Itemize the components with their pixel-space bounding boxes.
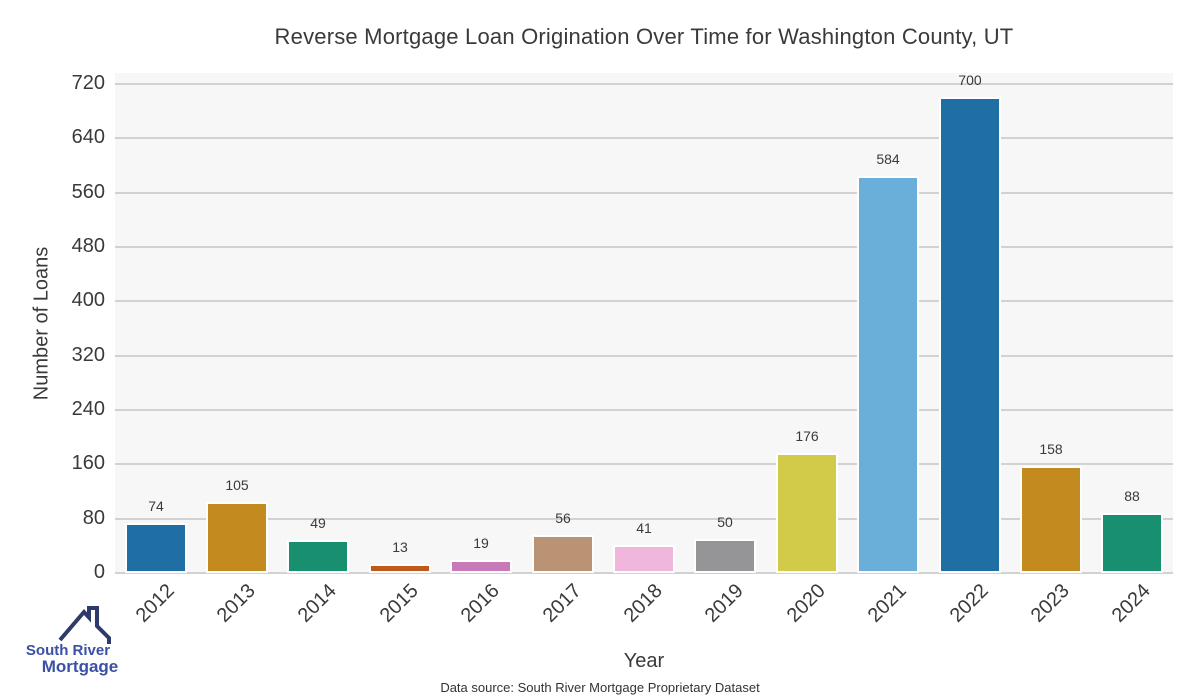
- bar-2013: [206, 502, 268, 573]
- y-tick-640: 640: [71, 126, 105, 149]
- y-tick-560: 560: [71, 180, 105, 203]
- bar-value-2014: 49: [310, 515, 326, 531]
- y-tick-240: 240: [71, 397, 105, 420]
- logo-text-line2: Mortgage: [41, 657, 119, 676]
- bar-value-2016: 19: [473, 535, 489, 551]
- gridline-240: [115, 408, 1173, 411]
- bar-value-2020: 176: [795, 428, 819, 444]
- data-source-note: Data source: South River Mortgage Propri…: [440, 680, 760, 695]
- bar-value-2012: 74: [148, 498, 164, 514]
- gridline-0: [115, 572, 1173, 574]
- gridline-560: [115, 191, 1173, 194]
- bar-value-2023: 158: [1039, 441, 1063, 457]
- y-tick-400: 400: [71, 289, 105, 312]
- bar-2015: [369, 564, 431, 573]
- y-tick-720: 720: [71, 71, 105, 94]
- bar-2020: [776, 453, 838, 573]
- bar-value-2019: 50: [717, 514, 733, 530]
- gridline-720: [115, 82, 1173, 85]
- bar-value-2024: 88: [1124, 488, 1140, 504]
- bar-2021: [857, 176, 919, 573]
- gridline-480: [115, 245, 1173, 248]
- bar-value-2017: 56: [555, 510, 571, 526]
- bar-2017: [532, 535, 594, 573]
- y-tick-320: 320: [71, 343, 105, 366]
- bar-2019: [694, 539, 756, 573]
- gridline-640: [115, 137, 1173, 140]
- y-axis-title: Number of Loans: [30, 246, 53, 401]
- bar-2018: [613, 545, 675, 573]
- company-logo: South River Mortgage: [18, 602, 128, 682]
- y-tick-0: 0: [93, 561, 105, 583]
- bar-2023: [1020, 466, 1082, 573]
- bar-value-2022: 700: [958, 72, 982, 88]
- bar-2024: [1101, 513, 1163, 573]
- bar-value-2015: 13: [392, 539, 408, 555]
- bar-2016: [450, 560, 512, 573]
- gridline-400: [115, 300, 1173, 303]
- gridline-160: [115, 463, 1173, 466]
- plot-area: [115, 73, 1173, 573]
- gridline-80: [115, 517, 1173, 520]
- logo-text-line1: South River: [25, 642, 111, 659]
- chart-title: Reverse Mortgage Loan Origination Over T…: [274, 24, 1014, 49]
- house-roof-icon: [58, 606, 111, 644]
- y-tick-480: 480: [71, 234, 105, 257]
- bar-value-2018: 41: [636, 520, 652, 536]
- bar-value-2021: 584: [876, 151, 900, 167]
- bar-2014: [287, 540, 349, 573]
- bar-2012: [125, 523, 187, 573]
- gridline-320: [115, 354, 1173, 357]
- y-tick-160: 160: [71, 452, 105, 475]
- bar-value-2013: 105: [225, 477, 249, 493]
- y-tick-80: 80: [82, 506, 105, 529]
- bar-2022: [939, 97, 1001, 573]
- x-axis-title: Year: [623, 650, 665, 672]
